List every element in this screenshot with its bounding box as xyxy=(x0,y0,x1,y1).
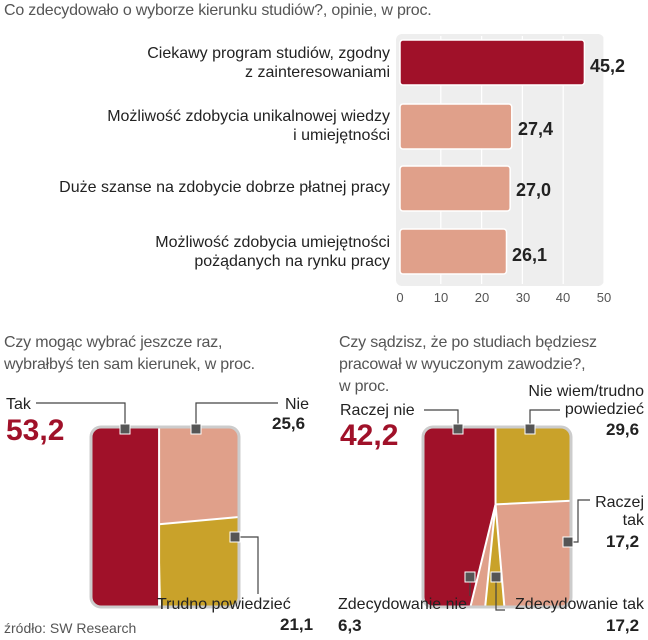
pie1-leader-marker xyxy=(119,423,131,435)
bar-chart-bars xyxy=(399,39,586,275)
pie2-slice-nie-wiem xyxy=(495,427,571,505)
leader-lines xyxy=(36,402,590,611)
pie2-title-line: w proc. xyxy=(339,378,390,395)
bar-value-label: 26,1 xyxy=(512,245,548,265)
pie2-slices xyxy=(423,427,571,607)
pie2-divider xyxy=(495,499,571,506)
bar xyxy=(399,165,511,212)
pie2-value-nie-wiem: 29,6 xyxy=(606,420,640,439)
pie1-leader-marker xyxy=(190,423,202,435)
bar-x-tick: 20 xyxy=(474,290,490,305)
source-note: źródło: SW Research xyxy=(4,620,137,636)
bar-chart-plot-area xyxy=(396,34,604,286)
pie2-leader-marker xyxy=(464,571,476,583)
bar-x-tick: 0 xyxy=(396,290,404,305)
bar-category-line: Możliwość zdobycia umiejętności xyxy=(155,234,390,251)
pie1-title-line: wybrałbyś ten sam kierunek, w proc. xyxy=(4,356,255,373)
pie2-label-line: powiedzieć xyxy=(564,401,644,418)
pie1-title-line: Czy mogąc wybrać jeszcze raz, xyxy=(4,334,223,351)
pie1-title: Czy mogąc wybrać jeszcze raz, wybrałbyś … xyxy=(4,332,255,376)
pie1-label-nie: Nie xyxy=(285,396,310,413)
bar-x-tick: 30 xyxy=(515,290,531,305)
pie-chart-same-choice xyxy=(89,425,241,609)
pie2-leader-marker xyxy=(490,571,502,583)
bar-category-label: Możliwość zdobycia umiejętności pożądany… xyxy=(155,233,390,271)
bar-category-line: Duże szanse na zdobycie dobrze płatnej p… xyxy=(59,179,390,196)
pie2-label-line: Raczej xyxy=(595,494,644,511)
pie2-slice-raczej-nie xyxy=(423,427,496,607)
pie2-leader-raczej-nie xyxy=(424,409,459,430)
pie1-label-trudno: Trudno powiedzieć xyxy=(157,596,291,613)
pie2-label-raczej-tak: Raczej tak xyxy=(595,494,644,530)
bar-category-label: Możliwość zdobycia unikalnowej wiedzy i … xyxy=(107,107,390,145)
pie1-leader-tak xyxy=(36,402,126,430)
pie2-title: Czy sądzisz, że po studiach będziesz pra… xyxy=(339,332,597,398)
pie1-value-trudno: 21,1 xyxy=(280,615,314,634)
bar-chart-background xyxy=(396,34,604,286)
pie1-slice-nie xyxy=(159,427,239,525)
pie2-divider xyxy=(494,504,506,607)
pie2-label-raczej-nie: Raczej nie xyxy=(340,402,415,419)
pie2-divider xyxy=(469,504,497,607)
pie2-label-nie-wiem: Nie wiem/trudno powiedzieć xyxy=(528,383,644,419)
pie2-value-zdecydowanie-tak: 17,2 xyxy=(606,616,640,635)
pie1-label-tak: Tak xyxy=(6,396,31,413)
pie1-value-nie: 25,6 xyxy=(272,414,306,433)
bar-category-line: z zainteresowaniami xyxy=(245,64,390,81)
pie2-border xyxy=(421,425,573,609)
bar-category-line: i umiejętności xyxy=(293,127,390,144)
bar-category-line: pożądanych na rynku pracy xyxy=(194,253,390,270)
pie1-border xyxy=(89,425,241,609)
pie2-value-raczej-nie: 42,2 xyxy=(340,419,399,452)
pie2-value-raczej-tak: 17,2 xyxy=(606,532,640,551)
pie1-leader-nie xyxy=(195,402,278,430)
pie2-leader-nie-wiem xyxy=(529,409,560,430)
pie-chart-work-in-profession xyxy=(421,425,573,609)
pie1-slice-trudno xyxy=(159,517,239,607)
pie2-label-zdecydowanie-nie: Zdecydowanie nie xyxy=(338,596,467,613)
pie1-divider xyxy=(158,516,239,526)
bar-x-tick: 40 xyxy=(555,290,571,305)
pie2-label-line: Nie wiem/trudno xyxy=(528,383,644,400)
bar xyxy=(399,103,513,150)
bar-category-line: Możliwość zdobycia unikalnowej wiedzy xyxy=(107,108,390,125)
pie1-leader-marker xyxy=(229,531,241,543)
pie2-title-line: pracował w wyuczonym zawodzie?, xyxy=(339,356,586,373)
pie2-label-line: tak xyxy=(622,512,644,529)
pie1-slices xyxy=(91,427,239,607)
bar-category-label: Duże szanse na zdobycie dobrze płatnej p… xyxy=(59,178,390,197)
bar-value-label: 27,4 xyxy=(518,119,554,139)
pie1-slice-tak xyxy=(91,427,160,607)
bar-category-label: Ciekawy program studiów, zgodny z zainte… xyxy=(147,44,390,82)
pie1-value-tak: 53,2 xyxy=(6,414,65,447)
pie2-title-line: Czy sądzisz, że po studiach będziesz xyxy=(339,334,597,351)
bar xyxy=(399,39,586,86)
bar-value-label: 27,0 xyxy=(516,180,552,200)
pie2-leader-marker xyxy=(562,536,574,548)
bar-x-tick: 10 xyxy=(433,290,449,305)
bar-category-line: Ciekawy program studiów, zgodny xyxy=(147,45,390,62)
bar-chart-title: Co zdecydowało o wyborze kierunku studió… xyxy=(4,2,432,19)
pie2-divider xyxy=(484,504,497,607)
pie2-leader-marker xyxy=(452,423,464,435)
bar xyxy=(399,228,508,275)
pie2-value-zdecydowanie-nie: 6,3 xyxy=(338,616,362,635)
bar-x-tick: 50 xyxy=(596,290,612,305)
bar-value-label: 45,2 xyxy=(590,56,626,76)
pie2-leader-zdecydowanie-tak xyxy=(495,578,505,611)
pie1-leader-trudno xyxy=(237,536,259,594)
pie2-leader-marker xyxy=(524,423,536,435)
pie2-label-zdecydowanie-tak: Zdecydowanie tak xyxy=(515,596,644,613)
pie2-slice-raczej-tak xyxy=(495,500,571,607)
